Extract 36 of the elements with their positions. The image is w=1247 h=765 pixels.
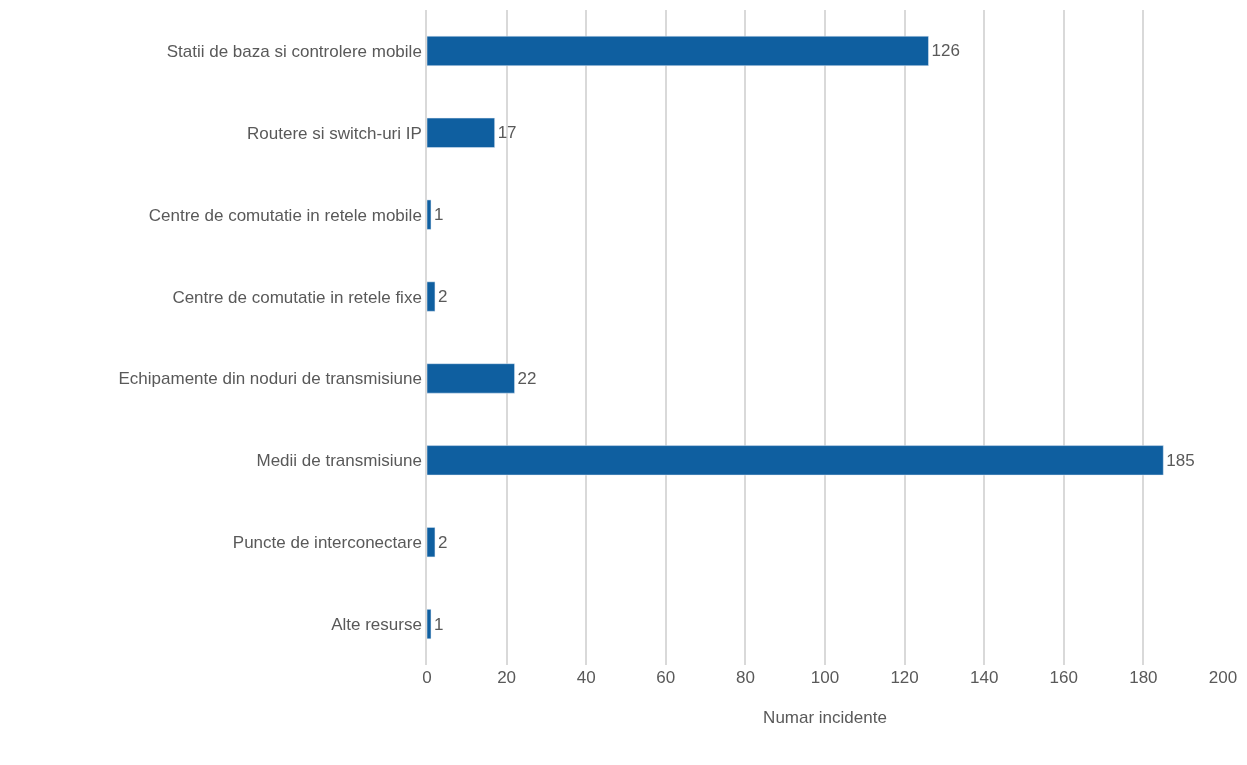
y-tick-label: Echipamente din noduri de transmisiune: [118, 369, 422, 389]
data-label: 2: [437, 287, 448, 307]
x-tick-label: 0: [422, 668, 432, 687]
bar: [427, 363, 515, 394]
x-tick-label: 180: [1129, 668, 1158, 687]
x-tick-label: 20: [497, 668, 517, 687]
y-tick-label: Routere si switch-uri IP: [247, 123, 422, 143]
x-tick-label: 60: [656, 668, 676, 687]
data-label: 1: [433, 614, 444, 634]
data-label: 1: [433, 205, 444, 225]
x-tick-label: 80: [735, 668, 755, 687]
data-label: 22: [517, 368, 537, 388]
bar: [427, 199, 432, 230]
y-tick-label: Alte resurse: [331, 615, 422, 635]
y-tick-label: Centre de comutatie in retele mobile: [148, 205, 422, 225]
y-tick-label: Centre de comutatie in retele fixe: [172, 287, 422, 307]
bar: [427, 281, 436, 312]
y-tick-label: Puncte de interconectare: [232, 533, 422, 553]
y-tick-label: Medii de transmisiune: [256, 451, 422, 471]
bar: [427, 609, 432, 640]
data-label: 185: [1166, 450, 1195, 470]
x-axis-title: Numar incidente: [763, 708, 887, 728]
bar: [427, 527, 436, 558]
y-tick-label: Statii de baza si controlere mobile: [166, 41, 422, 61]
data-label: 2: [437, 532, 448, 552]
bar: [427, 117, 495, 148]
x-tick-label: 160: [1049, 668, 1078, 687]
x-tick-label: 100: [810, 668, 840, 687]
bar: [427, 35, 929, 66]
x-tick-label: 40: [576, 668, 596, 687]
data-label: 126: [931, 41, 960, 61]
data-label: 17: [497, 123, 517, 143]
x-tick-label: 140: [970, 668, 999, 687]
x-tick-label: 120: [890, 668, 919, 687]
x-tick-label: 200: [1208, 668, 1238, 687]
bar: [427, 445, 1164, 476]
